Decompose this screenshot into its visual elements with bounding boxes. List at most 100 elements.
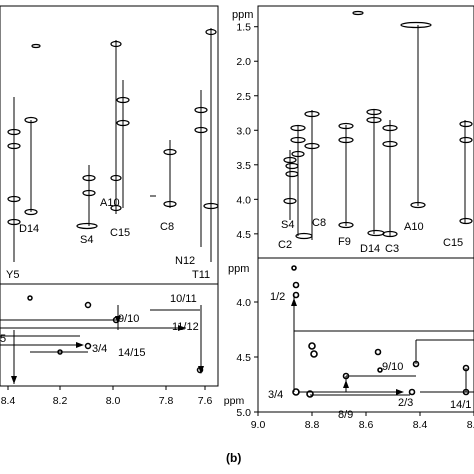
peak — [205, 28, 217, 36]
connect-label: 2/3 — [398, 397, 413, 409]
peak — [24, 208, 38, 216]
connect-label: 5 — [0, 333, 6, 345]
connect-label: 1/2 — [270, 291, 285, 303]
connect-label: 9/10 — [118, 313, 139, 325]
y-axis-bottom-right: 4.0 4.5 5.0 — [236, 297, 258, 419]
peak — [7, 142, 21, 150]
cross-peak — [196, 366, 204, 374]
connect-label: 8/9 — [338, 409, 353, 421]
peak — [352, 10, 364, 16]
arrow-head — [76, 342, 84, 348]
panel-label: (b) — [226, 451, 241, 465]
peak — [116, 119, 130, 127]
connect-label: 3/4 — [92, 343, 107, 355]
cross-peak — [412, 360, 420, 368]
connect-label: 14/1 — [450, 399, 471, 411]
peak — [295, 232, 313, 240]
connect-label: 11/12 — [172, 321, 199, 333]
peak — [400, 21, 432, 29]
peak-label: F9 — [338, 236, 351, 248]
peak — [203, 202, 219, 210]
peak — [110, 40, 122, 48]
peak — [304, 110, 320, 118]
cross-peak — [292, 281, 300, 289]
peak-label: T11 — [192, 269, 210, 281]
peak — [382, 124, 398, 132]
peak — [283, 156, 297, 164]
peak — [194, 106, 208, 114]
peak — [382, 230, 398, 238]
y-tick-label: 4.0 — [236, 194, 251, 206]
peak — [338, 122, 354, 130]
peak-label: C3 — [385, 243, 399, 255]
peak — [366, 116, 382, 124]
connect-label: 14/15 — [118, 347, 146, 359]
cross-peak — [112, 316, 120, 324]
x-tick-label: 8.0 — [106, 395, 121, 407]
axis-unit-label: ppm — [228, 263, 249, 275]
peak — [76, 222, 98, 230]
peak-label: C15 — [443, 237, 463, 249]
connect-label: 3/4 — [268, 389, 283, 401]
peak-label: C8 — [312, 217, 326, 229]
peak — [285, 162, 299, 170]
cross-peak — [292, 388, 300, 396]
y-tick-label: 4.5 — [236, 352, 251, 364]
y-axis-top-right: 1.5 2.0 2.5 3.0 3.5 4.0 4.5 — [236, 22, 258, 241]
x-tick-label: ppm — [224, 395, 245, 407]
peak — [7, 218, 21, 226]
x-tick-label: 8.8 — [305, 419, 320, 431]
cross-peak — [84, 301, 92, 309]
y-tick-label: 2.0 — [236, 56, 251, 68]
peak — [338, 221, 354, 229]
connect-label: 9/10 — [382, 361, 403, 373]
peak-label: A10 — [100, 197, 120, 209]
peak-label: C8 — [160, 221, 174, 233]
peak — [110, 204, 122, 212]
cross-peak — [27, 295, 33, 301]
peak-label: C15 — [110, 227, 130, 239]
peak — [7, 195, 21, 203]
peak — [283, 197, 297, 205]
y-tick-label: 2.5 — [236, 91, 251, 103]
peak — [290, 136, 306, 144]
axis-unit-label: ppm — [232, 9, 253, 21]
peak — [459, 120, 473, 128]
arrow-head — [291, 298, 297, 306]
cross-peak — [57, 349, 63, 355]
cross-peak — [291, 265, 297, 271]
y-tick-label: 4.5 — [236, 229, 251, 241]
x-tick-label: 8.4 — [413, 419, 428, 431]
peak — [24, 116, 38, 124]
x-tick-label: 7.8 — [159, 395, 174, 407]
peak-label: S4 — [80, 234, 93, 246]
cross-peak — [84, 342, 92, 350]
peak — [459, 136, 473, 144]
cross-peak — [374, 348, 382, 356]
frame-top-left — [0, 5, 219, 285]
x-axis-bottom-right: 9.0 8.8 8.6 8.4 8.2 — [251, 412, 474, 431]
peak-label: N12 — [175, 255, 195, 267]
peak — [459, 217, 473, 225]
peak — [382, 140, 398, 148]
y-tick-label: 1.5 — [236, 22, 251, 34]
peak-label: C2 — [278, 239, 292, 251]
arrow-head — [178, 325, 186, 331]
x-tick-label: 8.4 — [1, 395, 16, 407]
peak — [82, 189, 96, 197]
cross-peak — [292, 291, 300, 299]
cross-peak — [308, 342, 316, 350]
peak — [31, 43, 41, 49]
frame-bottom-left — [0, 283, 219, 387]
cross-peak — [377, 367, 383, 373]
x-tick-label: 9.0 — [251, 419, 266, 431]
peak-label: S4 — [281, 219, 294, 231]
peak-label: D14 — [19, 223, 39, 235]
y-tick-label: 3.5 — [236, 160, 251, 172]
peak — [194, 126, 208, 134]
peak — [116, 96, 130, 104]
arrow-head — [11, 376, 17, 384]
cross-peak — [462, 388, 470, 396]
peak-label: D14 — [360, 243, 380, 255]
